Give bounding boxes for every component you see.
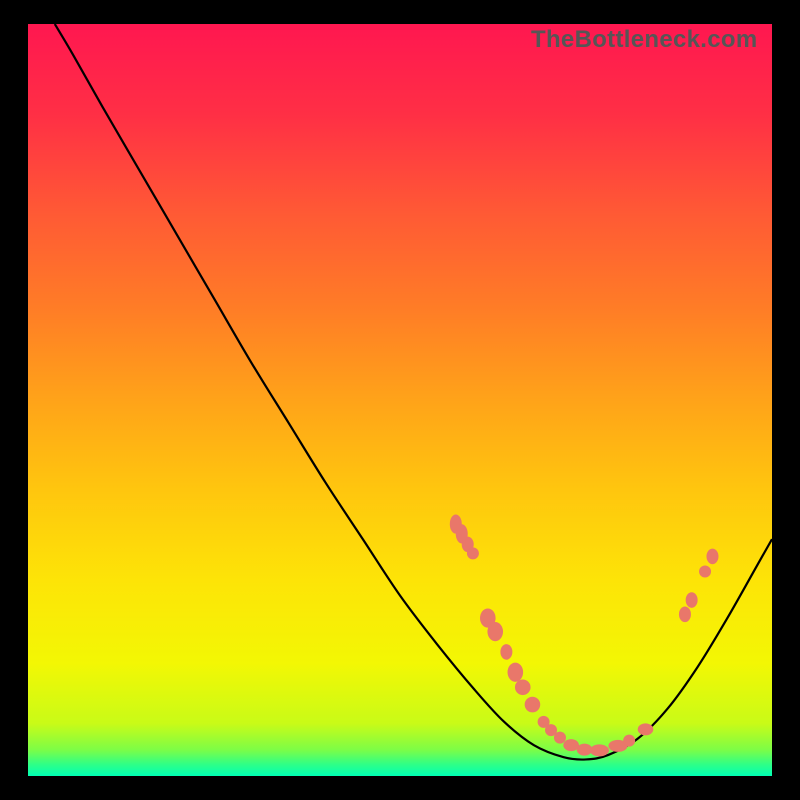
- data-marker: [525, 697, 541, 713]
- chart-frame: TheBottleneck.com: [0, 0, 800, 800]
- data-marker: [623, 735, 635, 747]
- data-marker: [706, 549, 718, 565]
- marker-group: [450, 514, 719, 756]
- data-marker: [679, 607, 691, 623]
- data-marker: [515, 679, 531, 695]
- curve-svg: [28, 24, 772, 776]
- data-marker: [563, 739, 579, 751]
- data-marker: [487, 622, 503, 641]
- bottleneck-curve: [55, 24, 772, 760]
- data-marker: [638, 723, 654, 735]
- data-marker: [467, 547, 479, 559]
- data-marker: [699, 565, 711, 577]
- data-marker: [554, 732, 566, 744]
- watermark-text: TheBottleneck.com: [531, 26, 757, 54]
- data-marker: [590, 744, 609, 756]
- data-marker: [686, 592, 698, 608]
- data-marker: [500, 644, 512, 660]
- plot-area: [28, 24, 772, 776]
- data-marker: [508, 663, 524, 682]
